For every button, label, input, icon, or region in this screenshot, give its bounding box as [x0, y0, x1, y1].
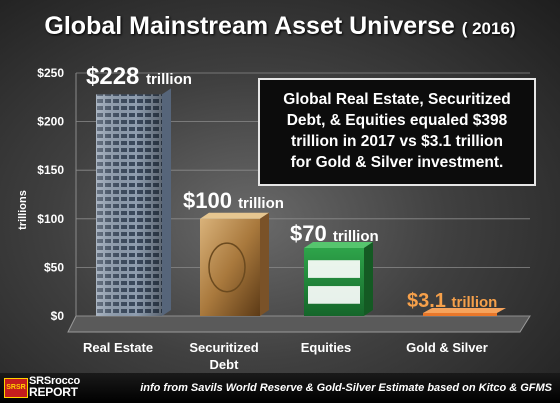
bar-securitized-debt — [200, 212, 269, 316]
data-label: $70 trillion — [290, 221, 379, 246]
x-tick-label: Gold & Silver — [406, 340, 488, 355]
bond-top — [200, 212, 269, 219]
data-label-unit: trillion — [451, 294, 497, 311]
bond-side — [260, 212, 269, 316]
title-text: Global Mainstream Asset Universe — [44, 12, 455, 40]
y-axis-ticks: $0 $50 $100 $150 $200 $250 — [37, 66, 64, 323]
floor-plane — [67, 315, 531, 333]
y-tick-label: $250 — [37, 66, 64, 80]
logo-line2: REPORT — [29, 385, 78, 399]
bar-real-estate — [96, 88, 171, 316]
x-tick-label-line: Gold & Silver — [406, 340, 488, 355]
x-tick-label: Equities — [301, 340, 352, 355]
y-tick-label: $50 — [44, 260, 64, 274]
street-sign-upper — [308, 260, 360, 278]
y-tick-label: $0 — [51, 309, 65, 323]
data-label-unit: trillion — [238, 195, 284, 212]
data-label-value: $228 — [86, 63, 146, 90]
x-tick-label-line: Real Estate — [83, 340, 153, 355]
data-label-unit: trillion — [333, 228, 379, 245]
chart-title: Global Mainstream Asset Universe ( 2016) — [0, 12, 560, 41]
y-axis-label: trillions — [17, 190, 29, 230]
source-note: info from Savils World Reserve & Gold-Si… — [140, 382, 552, 394]
chart-floor — [67, 315, 531, 333]
bar-gold-silver — [423, 307, 506, 316]
street-sign-lower — [308, 286, 360, 304]
logo-badge: SRSR — [4, 378, 28, 398]
x-tick-label-line: Debt — [210, 357, 240, 372]
y-tick-label: $150 — [37, 163, 64, 177]
annotation-line: Debt, & Equities equaled $398 — [286, 112, 508, 129]
data-label: $228 trillion — [86, 63, 192, 90]
y-tick-label: $100 — [37, 212, 64, 226]
gold-silver-top — [423, 307, 506, 313]
x-tick-label: Real Estate — [83, 340, 153, 355]
x-tick-label-line: Securitized — [189, 340, 258, 355]
bond-seal — [208, 242, 246, 293]
bar-shade — [96, 94, 162, 316]
bond-face — [200, 218, 260, 316]
x-tick-label-line: Equities — [301, 340, 352, 355]
annotation-line: Global Real Estate, Securitized — [283, 91, 511, 108]
equities-top — [304, 241, 373, 248]
y-tick-label: $200 — [37, 115, 64, 129]
building-side — [162, 88, 171, 316]
equities-face — [304, 247, 364, 316]
logo-line1: SRSrocco — [29, 375, 80, 387]
data-label: $3.1 trillion — [407, 290, 497, 312]
data-label-value: $3.1 — [407, 290, 451, 312]
x-tick-label: Securitized Debt — [189, 340, 258, 372]
gold-silver-face — [423, 312, 497, 316]
annotation-line: for Gold & Silver investment. — [290, 154, 504, 171]
data-label-value: $100 — [183, 188, 238, 213]
footer-bar: SRSR SRSrocco REPORT info from Savils Wo… — [0, 373, 560, 403]
annotation-line: trillion in 2017 vs $3.1 trillion — [291, 133, 503, 150]
data-label-value: $70 — [290, 221, 333, 246]
x-axis-categories: Real Estate Securitized Debt Equities Gold &… — [83, 340, 488, 372]
srsrocco-logo: SRSR SRSrocco REPORT — [4, 375, 100, 399]
chart-bars — [96, 88, 506, 316]
data-label: $100 trillion — [183, 188, 284, 213]
bar-equities — [304, 241, 373, 316]
annotation-box: Global Real Estate, Securitized Debt, & … — [258, 78, 536, 186]
data-label-unit: trillion — [146, 71, 192, 88]
chart-data-labels: $228 trillion$100 trillion$70 trillion$3… — [86, 63, 497, 312]
title-year: ( 2016) — [461, 19, 516, 38]
equities-side — [364, 241, 373, 316]
